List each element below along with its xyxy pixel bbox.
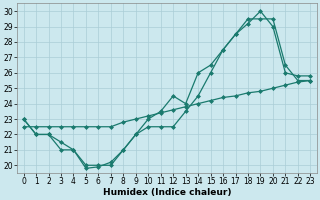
X-axis label: Humidex (Indice chaleur): Humidex (Indice chaleur) [103,188,231,197]
